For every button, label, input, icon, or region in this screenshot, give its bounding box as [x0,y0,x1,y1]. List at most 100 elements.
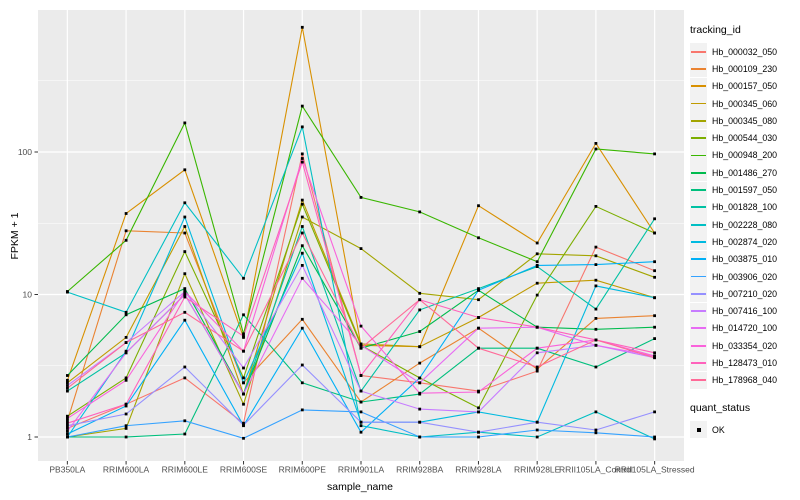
legend-item-label: Hb_000948_200 [712,150,778,161]
data-point [653,275,656,279]
data-point [594,205,598,208]
legend-key-line [691,189,706,191]
data-point [66,432,69,436]
legend-item-Hb_001828_100: Hb_001828_100 [690,198,800,216]
legend-item-label: Hb_000157_050 [712,81,778,92]
data-point [66,424,69,428]
data-point [300,152,304,156]
data-point [594,428,598,432]
data-point [594,365,598,369]
data-point [418,361,422,365]
y-tick-label: 1 [27,432,32,442]
data-point [535,264,539,267]
data-point [124,341,128,344]
legend-key-swatch [690,129,707,147]
data-point [242,381,245,385]
legend-key-line [691,241,706,243]
data-point [300,104,304,108]
legend-key-swatch [690,233,707,251]
data-point [183,121,187,125]
data-point [66,435,69,439]
data-point [594,142,598,145]
data-point [359,389,363,393]
legend-key-line [691,206,706,209]
data-point [359,400,363,404]
data-point [359,346,363,350]
data-point [535,260,539,264]
data-point [359,430,363,434]
data-point [300,198,304,202]
data-point [535,241,539,245]
legend-quant-title: quant_status [690,401,751,414]
legend-item-Hb_000032_050: Hb_000032_050 [690,43,800,61]
data-point [594,343,598,347]
data-point [183,293,187,296]
legend-tracking-title: tracking_id [690,24,741,36]
data-point [183,376,187,380]
legend-item-Hb_001597_050: Hb_001597_050 [690,181,800,199]
data-point [477,326,480,330]
data-point [594,263,598,266]
data-point [124,349,128,353]
legend-key-swatch [690,181,707,199]
legend-key-line [691,258,706,261]
legend-item-label: Hb_007416_100 [712,306,778,317]
legend-key-swatch [690,250,707,268]
data-point [594,338,598,342]
data-point [242,392,245,396]
legend-item-Hb_000345_080: Hb_000345_080 [690,112,800,130]
data-point [66,290,69,294]
data-point [124,313,128,317]
x-tick-label: RRIM600LA [103,465,150,475]
legend-key-line [691,223,706,226]
data-point [66,384,69,387]
data-point [535,351,539,355]
x-tick-label: RRIM928LA [455,465,502,475]
data-point [183,215,187,219]
legend-item-label: OK [712,424,725,435]
legend-item-label: Hb_000345_060 [712,98,778,109]
data-point [418,298,422,302]
data-point [653,152,656,156]
data-point [594,245,598,249]
data-point [653,435,656,439]
data-point [359,410,363,414]
legend-key-swatch [690,354,707,372]
data-point [124,310,128,314]
legend-key-line [691,310,706,312]
data-point [594,327,598,331]
legend-item-label: Hb_001828_100 [712,202,778,213]
data-point [653,356,656,360]
data-point [242,436,245,440]
data-point [594,254,598,258]
data-point [183,287,187,290]
x-axis-title: sample_name [327,481,393,493]
data-point [183,365,187,369]
legend-item-label: Hb_000345_080 [712,115,778,126]
data-point [66,414,69,418]
legend-key-line [691,50,706,53]
data-point [535,420,539,424]
data-point [183,310,187,314]
data-point [300,125,304,129]
data-point [300,160,304,164]
data-point [594,410,598,414]
x-tick-label: RRIM600LE [162,465,209,475]
data-point [359,247,363,250]
data-point [477,288,480,292]
data-point [183,201,187,205]
data-point [300,264,304,267]
data-point [594,431,598,435]
data-point [66,417,69,420]
legend-item-Hb_000109_230: Hb_000109_230 [690,60,800,78]
data-point [535,346,539,350]
data-point [124,351,128,355]
data-point [300,251,304,255]
legend-key-line [691,85,706,88]
x-tick-label: RRIM901LA [338,465,385,475]
data-point [535,435,539,439]
y-tick-label: 10 [23,290,33,300]
data-point [242,376,245,380]
legend-key-line [691,68,706,70]
